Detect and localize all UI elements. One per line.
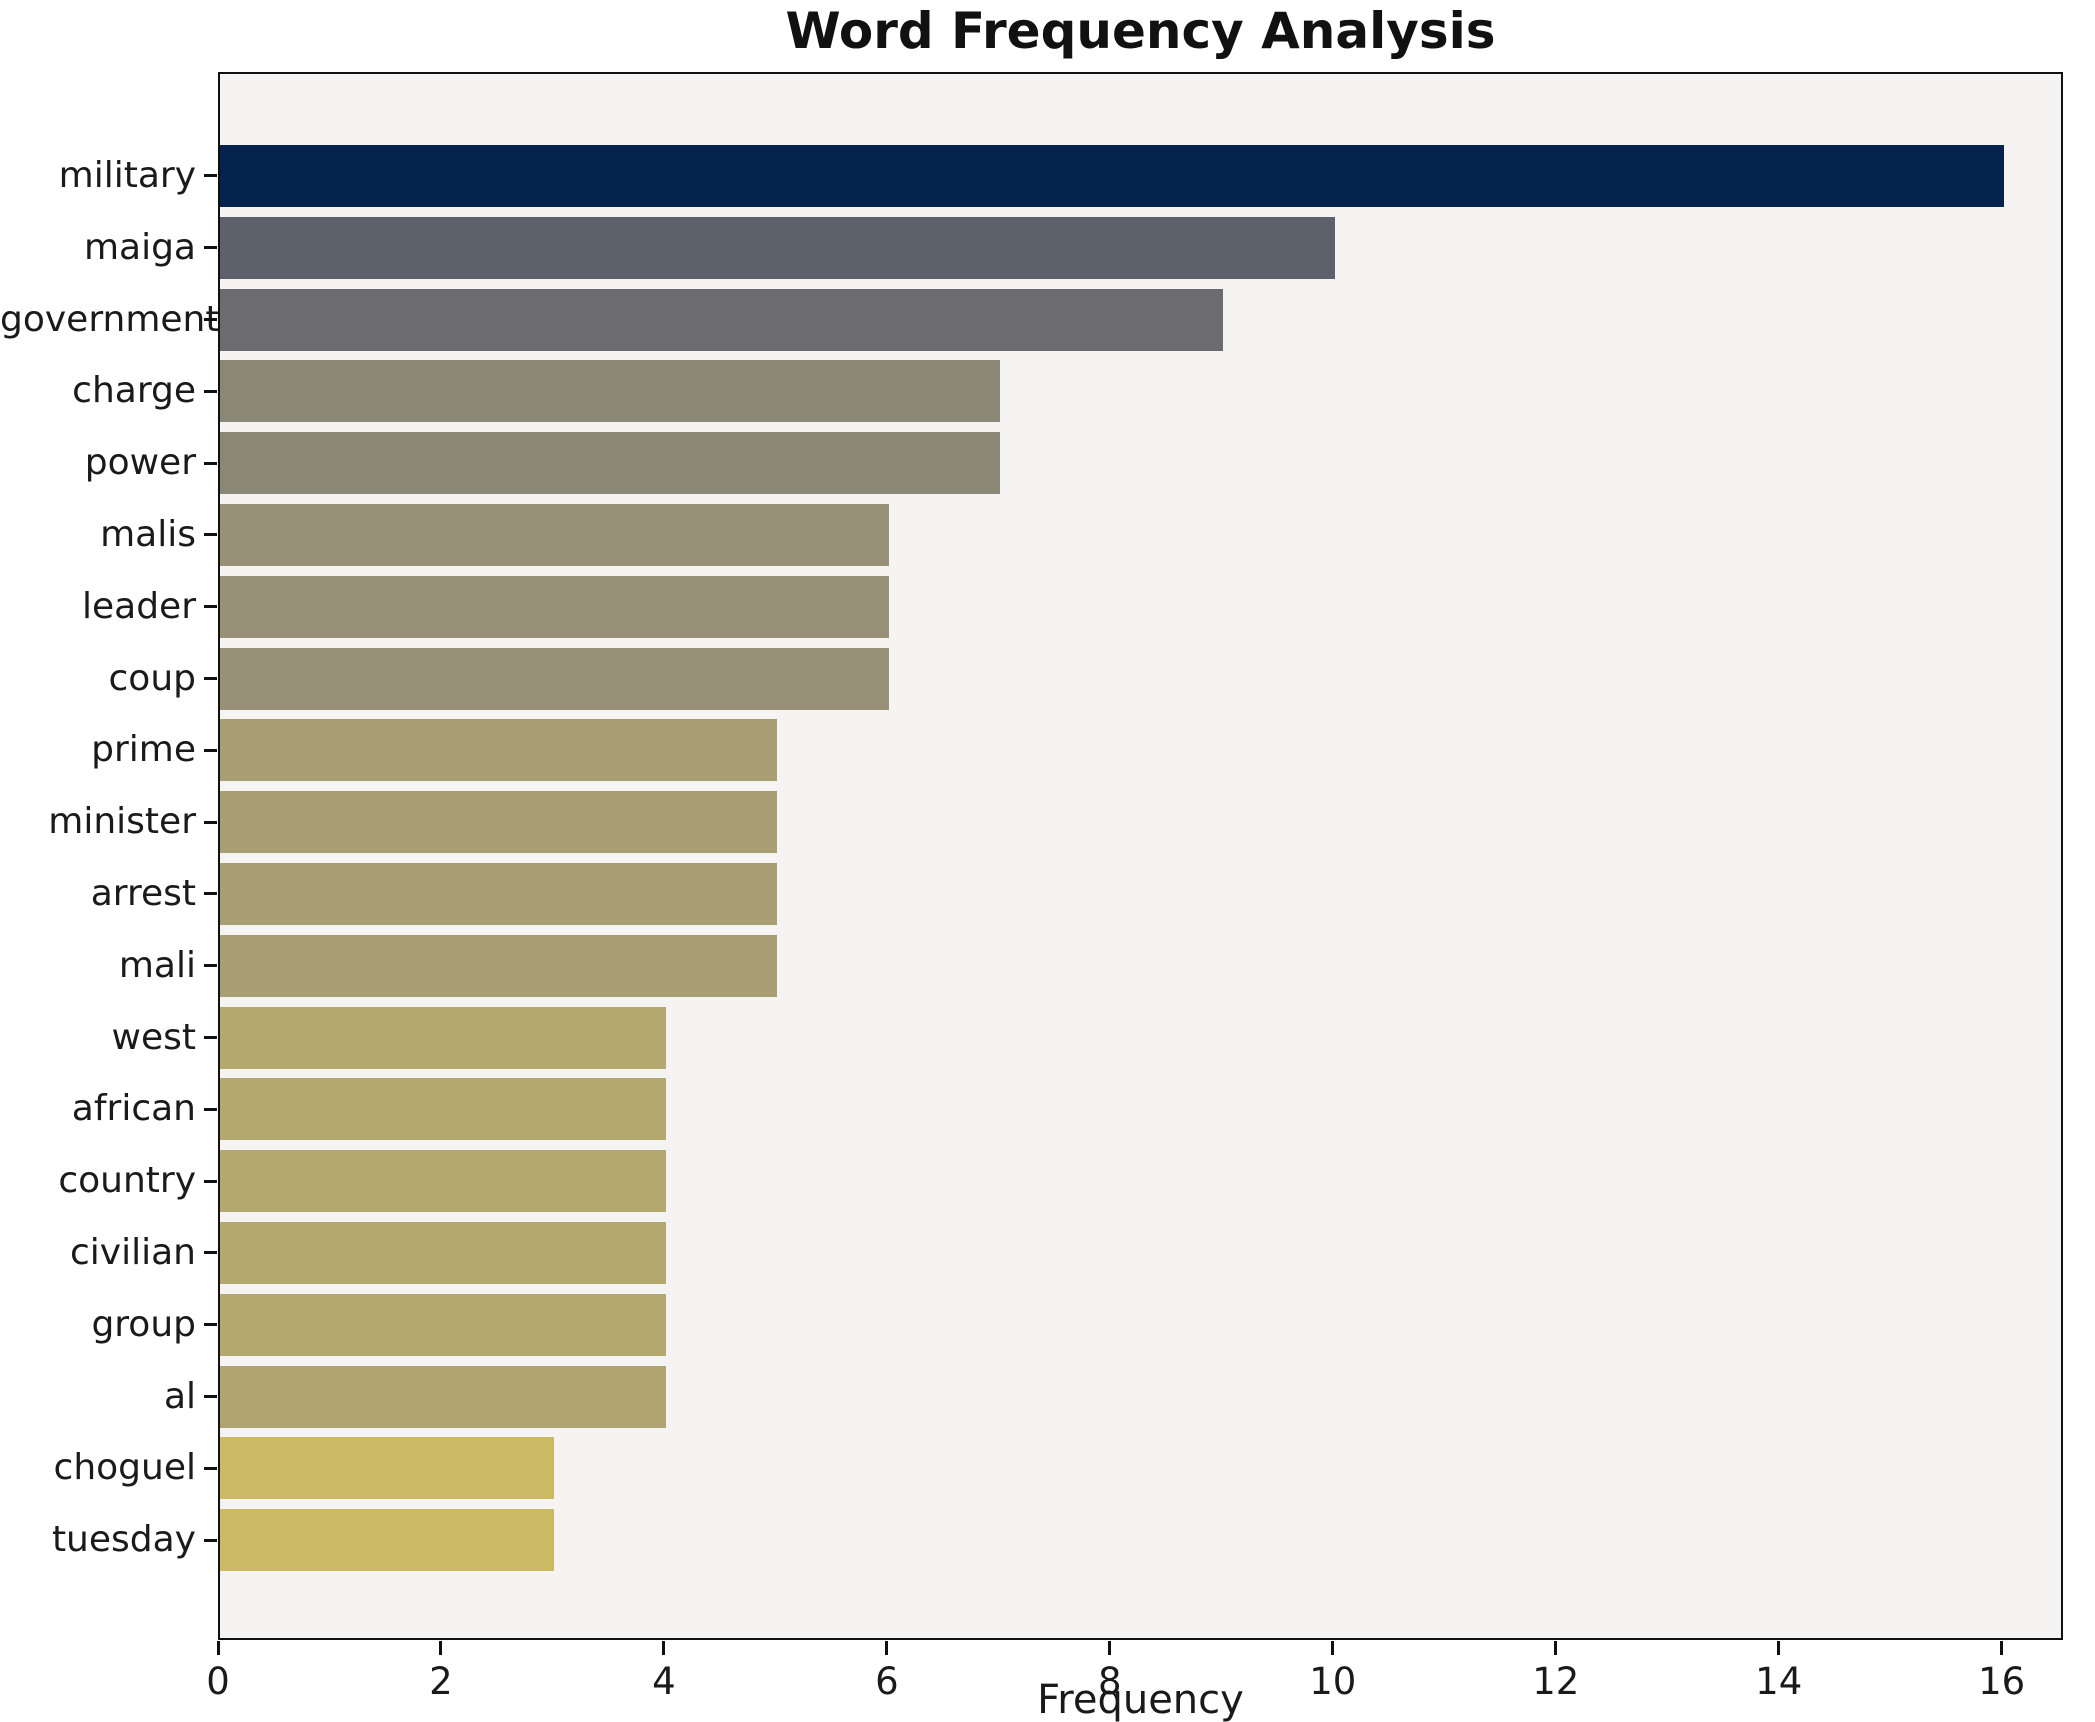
y-tick-label-maiga: maiga <box>83 226 196 268</box>
y-tick-mark <box>204 1251 217 1255</box>
y-tick-label-government: government <box>0 298 220 340</box>
y-tick-label-civilian: civilian <box>70 1231 196 1273</box>
x-tick-label-6: 6 <box>875 1660 899 1703</box>
y-tick-mark <box>204 1323 217 1327</box>
bar-african <box>220 1078 666 1141</box>
x-tick-mark <box>439 1641 443 1655</box>
y-tick-mark <box>204 892 217 896</box>
y-tick-mark <box>204 1179 217 1183</box>
y-tick-mark <box>204 1466 217 1470</box>
bar-coup <box>220 647 889 710</box>
y-tick-mark <box>204 1395 217 1398</box>
y-tick-mark <box>204 389 217 393</box>
bar-military <box>220 144 2004 207</box>
x-tick-mark <box>1108 1641 1112 1655</box>
x-tick-mark <box>2000 1641 2004 1655</box>
x-tick-mark <box>1777 1641 1781 1655</box>
x-tick-label-2: 2 <box>429 1660 453 1703</box>
x-tick-label-16: 16 <box>1978 1660 2026 1703</box>
y-tick-mark <box>204 964 217 968</box>
x-tick-mark <box>662 1641 666 1655</box>
x-tick-mark <box>1331 1641 1335 1655</box>
x-tick-label-8: 8 <box>1098 1660 1122 1703</box>
y-tick-label-african: african <box>71 1088 196 1130</box>
bar-power <box>220 432 1001 495</box>
y-tick-label-tuesday: tuesday <box>51 1519 196 1561</box>
bar-choguel <box>220 1437 555 1500</box>
y-tick-mark <box>204 318 217 321</box>
y-tick-label-military: military <box>58 154 196 196</box>
bar-tuesday <box>220 1509 555 1572</box>
y-tick-label-minister: minister <box>48 801 196 843</box>
y-tick-mark <box>204 677 217 680</box>
y-tick-label-leader: leader <box>81 585 196 627</box>
y-tick-mark <box>204 1036 217 1039</box>
y-tick-label-malis: malis <box>100 513 196 555</box>
bar-malis <box>220 503 889 566</box>
bar-group <box>220 1293 666 1356</box>
x-tick-mark <box>1554 1641 1558 1655</box>
y-tick-label-prime: prime <box>91 729 196 771</box>
y-tick-mark <box>204 1538 217 1542</box>
bar-government <box>220 288 1224 351</box>
y-tick-label-west: west <box>111 1016 196 1058</box>
y-tick-label-choguel: choguel <box>53 1447 196 1489</box>
x-tick-mark <box>216 1641 220 1655</box>
y-tick-mark <box>204 174 217 178</box>
bar-arrest <box>220 862 778 925</box>
y-tick-mark <box>204 820 217 824</box>
bar-prime <box>220 719 778 782</box>
bar-leader <box>220 575 889 638</box>
y-tick-label-country: country <box>58 1160 196 1202</box>
y-tick-mark <box>204 1107 217 1111</box>
chart-title: Word Frequency Analysis <box>785 2 1496 60</box>
y-tick-label-power: power <box>84 442 196 484</box>
bar-civilian <box>220 1221 666 1284</box>
bar-maiga <box>220 216 1335 279</box>
y-tick-label-coup: coup <box>108 657 197 699</box>
y-tick-mark <box>204 461 217 465</box>
y-tick-mark <box>204 533 217 537</box>
y-tick-label-mali: mali <box>118 944 196 986</box>
y-tick-label-al: al <box>163 1375 196 1417</box>
bar-west <box>220 1006 666 1069</box>
y-tick-label-arrest: arrest <box>90 872 196 914</box>
x-tick-label-14: 14 <box>1755 1660 1803 1703</box>
y-tick-mark <box>204 748 217 752</box>
y-tick-mark <box>204 605 217 609</box>
bar-country <box>220 1150 666 1213</box>
bar-minister <box>220 791 778 854</box>
x-axis-title: Frequency <box>1037 1677 1244 1722</box>
y-tick-label-charge: charge <box>72 370 196 412</box>
bar-mali <box>220 934 778 997</box>
bar-charge <box>220 360 1001 423</box>
y-tick-mark <box>204 246 217 250</box>
x-tick-label-0: 0 <box>206 1660 230 1703</box>
x-tick-label-12: 12 <box>1532 1660 1580 1703</box>
x-tick-label-4: 4 <box>652 1660 676 1703</box>
x-tick-label-10: 10 <box>1309 1660 1357 1703</box>
bar-al <box>220 1365 666 1428</box>
x-tick-mark <box>885 1641 889 1655</box>
y-tick-label-group: group <box>91 1303 196 1345</box>
